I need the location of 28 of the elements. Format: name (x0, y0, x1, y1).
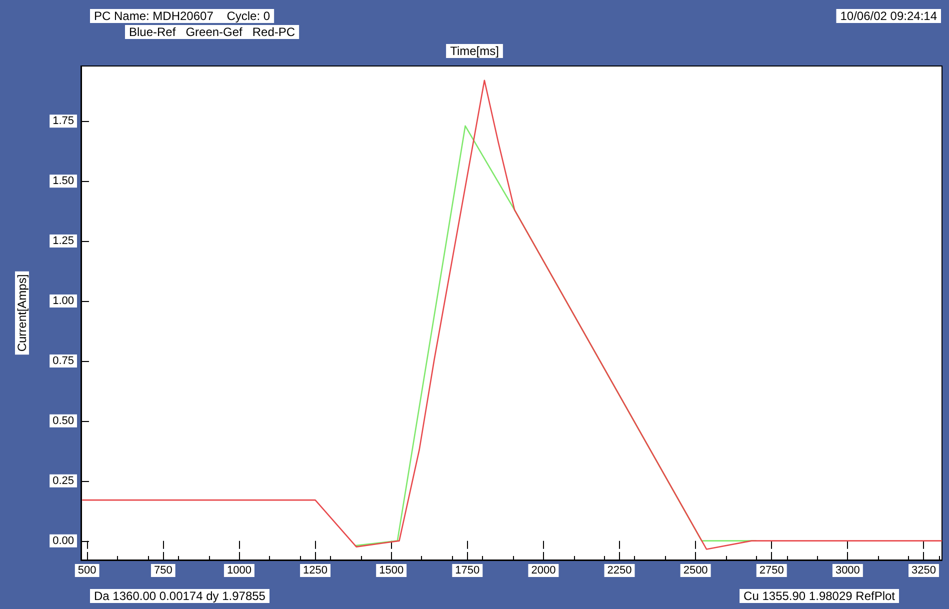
x-tick-label: 3000 (835, 564, 860, 576)
x-tick-label: 2000 (531, 564, 556, 576)
y-tick-label: 1.00 (52, 295, 74, 308)
y-tick-label: 0.25 (52, 474, 74, 487)
x-tick-label: 2500 (683, 564, 708, 576)
y-tick-label: 0.50 (52, 414, 74, 427)
y-tick-label: 0.75 (52, 354, 74, 367)
y-tick-label: 1.75 (52, 115, 74, 128)
line-series (82, 80, 943, 550)
y-tick-label: 1.50 (52, 175, 74, 188)
x-tick-label: 1500 (379, 564, 404, 576)
text: 10/06/02 09:24:14 (840, 9, 938, 23)
text: PC Name: MDH20607 Cycle: 0 (94, 9, 270, 23)
x-tick-label: 3250 (912, 564, 936, 576)
text: Blue-Ref Green-Gef Red-PC (129, 25, 296, 39)
x-tick-label: 500 (78, 564, 96, 576)
x-tick-label: 2250 (607, 564, 632, 576)
x-tick-label: 1250 (303, 564, 328, 576)
x-axis-title: Time[ms] (450, 44, 499, 58)
x-tick-label: 1750 (455, 564, 480, 576)
x-tick-label: 1000 (226, 564, 252, 576)
y-axis-title: Current[Amps] (15, 274, 29, 352)
text: Da 1360.00 0.00174 dy 1.97855 (94, 589, 266, 603)
x-tick-label: 750 (154, 564, 172, 576)
y-tick-label: 0.00 (52, 534, 74, 547)
text: Cu 1355.90 1.98029 RefPlot (744, 589, 896, 603)
x-tick-label: 2750 (759, 564, 784, 576)
y-tick-label: 1.25 (52, 235, 74, 248)
